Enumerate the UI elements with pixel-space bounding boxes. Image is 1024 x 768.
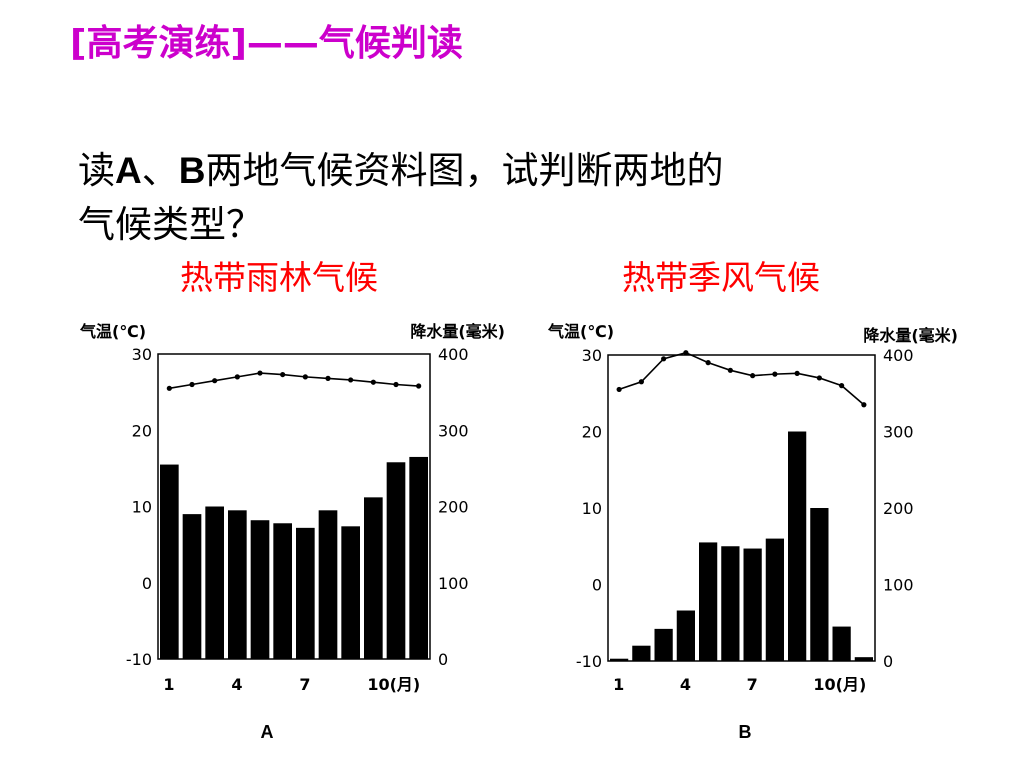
chart-b-temperature-point — [816, 375, 822, 381]
chart-a-temperature-point — [189, 381, 195, 388]
chart-b-precip-tick-label: 400 — [883, 346, 914, 365]
question-line-2: 气候类型？ — [78, 203, 263, 246]
chart-a-precip-bar — [160, 464, 179, 659]
chart-a-precip-bar — [296, 527, 315, 659]
chart-b-precip-bar — [721, 546, 740, 661]
chart-b-precip-bar — [832, 626, 851, 661]
chart-a-temperature-point — [257, 370, 263, 376]
page-title: [高考演练]——气候判读 — [70, 23, 463, 64]
chart-b-temp-tick-label: 0 — [592, 576, 602, 595]
question-label-b: B — [178, 150, 206, 191]
chart-a-precip-bar — [273, 523, 292, 659]
chart-b-temperature-point — [839, 383, 845, 389]
chart-b-precip-bar — [676, 610, 695, 661]
chart-b-precip-bar — [854, 657, 873, 661]
chart-a-right-axis-title: 降水量(毫米) — [410, 322, 505, 341]
chart-b-precip-bar — [632, 645, 651, 661]
chart-a-temp-tick-label: 20 — [132, 421, 152, 440]
chart-b-precip-tick-label: 100 — [883, 576, 914, 595]
chart-a-precip-bar — [409, 456, 428, 659]
chart-a-temp-tick-label: 0 — [142, 574, 152, 593]
chart-a-temp-tick-label: -10 — [126, 650, 152, 669]
chart-b-temp-tick-label: -10 — [576, 652, 602, 671]
answer-b-climate: 热带季风气候 — [622, 258, 820, 297]
chart-a-month-tick-label: 7 — [299, 675, 310, 694]
chart-b-temperature-point — [727, 367, 733, 373]
answer-a-climate: 热带雨林气候 — [180, 258, 378, 297]
chart-b-temperature-point — [794, 370, 800, 376]
chart-b-temperature-point — [683, 350, 689, 356]
chart-b-precip-bar — [743, 548, 762, 661]
chart-b-temperature-point — [705, 360, 711, 366]
chart-a-temperature-line — [169, 372, 419, 390]
chart-b-month-tick-label: 7 — [747, 675, 758, 694]
chart-a-temperature-point — [393, 381, 399, 388]
chart-b-precip-bar — [788, 431, 807, 661]
question-text: 读A、B两地气候资料图，试判断两地的 气候类型？ — [78, 144, 898, 252]
chart-a-temp-tick-label: 10 — [132, 498, 152, 517]
chart-b-month-tick-label: 4 — [680, 675, 691, 694]
chart-b-left-axis-title: 气温(℃) — [547, 322, 614, 341]
question-part-2: 两地气候资料图，试判断两地的 — [205, 149, 724, 192]
chart-b-precip-tick-label: 200 — [883, 499, 914, 518]
chart-b-month-tick-label: 1 — [613, 675, 624, 694]
chart-a-temperature-point — [280, 371, 286, 378]
chart-a-plot-frame — [157, 353, 431, 660]
chart-a-month-tick-label: 1 — [163, 675, 174, 694]
chart-b-precip-tick-label: 0 — [883, 652, 893, 671]
chart-b-temp-tick-label: 30 — [582, 346, 602, 365]
chart-b-temperature-point — [750, 373, 756, 379]
chart-b-month-tick-label: 10(月) — [813, 675, 866, 694]
chart-b-temperature-point — [616, 386, 622, 393]
question-label-a: A — [115, 150, 142, 191]
chart-b-precip-bar — [765, 538, 784, 661]
chart-a-temperature-point — [166, 385, 172, 391]
chart-a-precip-bar — [386, 462, 406, 659]
chart-a-precip-bar — [228, 510, 247, 659]
chart-b-temperature-line — [618, 351, 865, 406]
chart-a-temperature-point — [302, 374, 308, 380]
chart-b-right-axis-title: 降水量(毫米) — [863, 326, 958, 345]
question-line-1: 读A、B两地气候资料图，试判断两地的 — [78, 144, 898, 198]
chart-b-precip-bar — [654, 628, 673, 661]
chart-a-letter-label: A — [261, 722, 274, 742]
chart-a-precip-tick-label: 300 — [438, 421, 469, 440]
chart-a-temperature-point — [416, 383, 422, 389]
chart-a-temperature-point — [370, 379, 376, 385]
chart-b-temperature-point — [661, 356, 667, 362]
question-separator: 、 — [141, 149, 179, 192]
chart-a-precip-tick-label: 200 — [438, 498, 469, 517]
question-part-1: 读 — [78, 149, 115, 192]
chart-a-temperature-point — [325, 375, 331, 381]
chart-b-precip-tick-label: 300 — [883, 423, 914, 442]
chart-a-temperature-point — [212, 378, 218, 384]
chart-a-left-axis-title: 气温(℃) — [79, 322, 146, 341]
chart-a-precip-tick-label: 400 — [438, 345, 469, 364]
chart-a-precip-tick-label: 100 — [438, 574, 469, 593]
chart-a-precip-bar — [318, 510, 338, 659]
chart-b-temp-tick-label: 10 — [582, 499, 602, 518]
chart-a-temp-tick-label: 30 — [132, 345, 152, 364]
chart-a-precip-bar — [364, 497, 383, 659]
chart-b-precip-bar — [610, 658, 629, 661]
chart-b-letter-label: B — [739, 722, 752, 742]
chart-b-temperature-point — [772, 371, 778, 377]
chart-b-plot-frame — [607, 354, 876, 662]
chart-a-precip-bar — [250, 520, 270, 659]
chart-a-precip-bar — [205, 506, 224, 659]
chart-b-precip-bar — [699, 542, 718, 661]
chart-a-temperature-point — [348, 377, 354, 383]
chart-a-temperature-point — [234, 374, 240, 380]
chart-b-temperature-point — [861, 402, 867, 408]
chart-a-precip-tick-label: 0 — [438, 650, 448, 669]
chart-b-temp-tick-label: 20 — [582, 423, 602, 442]
chart-b-temperature-point — [638, 379, 644, 385]
chart-a-month-tick-label: 10(月) — [367, 675, 420, 694]
chart-a-precip-bar — [341, 526, 360, 659]
chart-b-precip-bar — [810, 508, 829, 661]
chart-a-month-tick-label: 4 — [231, 675, 242, 694]
chart-a-precip-bar — [182, 514, 202, 659]
